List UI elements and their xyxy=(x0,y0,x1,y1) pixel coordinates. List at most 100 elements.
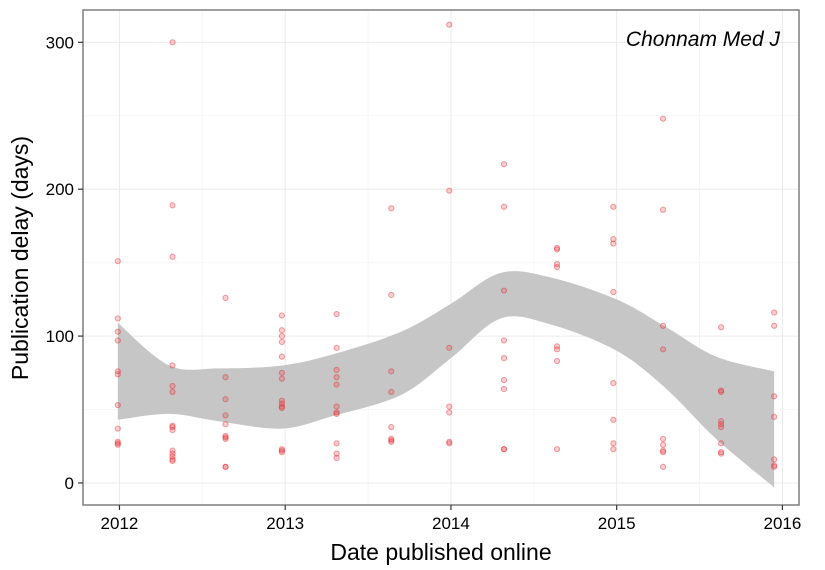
data-point xyxy=(553,261,561,268)
data-point xyxy=(771,322,778,329)
data-point xyxy=(222,435,229,443)
data-point xyxy=(718,424,725,431)
data-point xyxy=(278,397,285,404)
data-point xyxy=(278,375,285,382)
data-point xyxy=(333,374,340,381)
data-point xyxy=(278,312,285,319)
data-point xyxy=(718,440,725,447)
data-point xyxy=(278,447,285,454)
data-point xyxy=(659,447,667,454)
data-point xyxy=(446,344,453,351)
data-point xyxy=(610,416,617,423)
data-point xyxy=(718,418,725,425)
data-point xyxy=(388,368,395,375)
data-point xyxy=(388,437,395,444)
data-point xyxy=(553,446,561,453)
x-tick-label: 2016 xyxy=(764,514,802,533)
data-point xyxy=(610,203,617,210)
data-point xyxy=(222,396,229,403)
data-point xyxy=(169,447,176,454)
data-point xyxy=(278,404,285,412)
data-point xyxy=(659,441,667,448)
data-point xyxy=(659,206,667,213)
data-point xyxy=(553,246,561,253)
data-point xyxy=(553,263,561,271)
data-point xyxy=(500,161,508,168)
data-point xyxy=(169,450,176,457)
confidence-band-area xyxy=(117,271,775,488)
data-point xyxy=(114,441,121,448)
data-point xyxy=(333,409,340,416)
y-axis-ticks: 0 100 200 300 xyxy=(46,33,83,493)
data-point xyxy=(333,440,340,447)
data-point xyxy=(610,288,617,296)
data-point xyxy=(446,409,453,416)
data-point xyxy=(278,353,285,360)
data-points xyxy=(114,21,778,470)
data-point xyxy=(610,236,617,243)
data-point xyxy=(500,203,508,210)
data-point xyxy=(222,463,229,470)
data-point xyxy=(771,462,778,469)
data-point xyxy=(718,449,725,456)
data-point xyxy=(718,324,725,331)
data-point xyxy=(610,379,617,387)
y-tick-label: 100 xyxy=(46,327,74,346)
data-point xyxy=(169,456,176,463)
data-point xyxy=(500,337,508,344)
data-point xyxy=(222,434,229,441)
x-axis-ticks: 2012 2013 2014 2015 2016 xyxy=(101,505,802,533)
data-point xyxy=(659,322,667,329)
data-point xyxy=(771,393,778,400)
data-point xyxy=(659,449,667,456)
data-point xyxy=(500,287,508,294)
data-point xyxy=(333,403,340,410)
y-tick-label: 0 xyxy=(65,474,74,493)
data-point xyxy=(333,366,340,373)
data-point xyxy=(659,435,667,443)
data-point xyxy=(610,240,617,247)
data-point xyxy=(222,432,229,440)
data-point xyxy=(553,343,561,350)
data-point xyxy=(114,425,121,432)
x-tick-label: 2015 xyxy=(598,514,636,533)
data-point xyxy=(114,368,121,375)
data-point xyxy=(446,21,453,28)
data-point xyxy=(500,377,508,384)
data-point xyxy=(169,422,176,429)
y-tick-label: 300 xyxy=(46,33,74,52)
data-point xyxy=(718,387,725,394)
y-tick-label: 200 xyxy=(46,180,74,199)
data-point xyxy=(446,187,453,194)
data-point xyxy=(553,346,561,353)
x-axis-title: Date published online xyxy=(330,539,551,565)
data-point xyxy=(278,449,285,456)
x-tick-label: 2012 xyxy=(101,514,139,533)
data-point xyxy=(388,291,395,299)
data-point xyxy=(114,328,121,335)
journal-annotation: Chonnam Med J xyxy=(626,28,781,51)
data-point xyxy=(169,362,176,369)
data-point xyxy=(553,244,561,252)
data-point xyxy=(771,309,778,316)
data-point xyxy=(659,346,667,353)
data-point xyxy=(718,388,725,395)
data-point xyxy=(169,453,176,460)
data-point xyxy=(388,388,395,395)
data-point xyxy=(114,258,121,265)
data-point xyxy=(169,202,176,209)
data-point xyxy=(388,205,395,212)
panel-frame xyxy=(82,9,800,506)
data-point xyxy=(333,310,340,318)
data-point xyxy=(278,327,285,334)
data-point xyxy=(278,332,285,340)
data-point xyxy=(222,412,229,419)
data-point xyxy=(169,424,176,431)
data-point xyxy=(446,440,453,447)
data-point xyxy=(500,446,508,453)
data-point xyxy=(659,463,667,470)
data-point xyxy=(500,446,508,453)
data-point xyxy=(771,463,778,470)
